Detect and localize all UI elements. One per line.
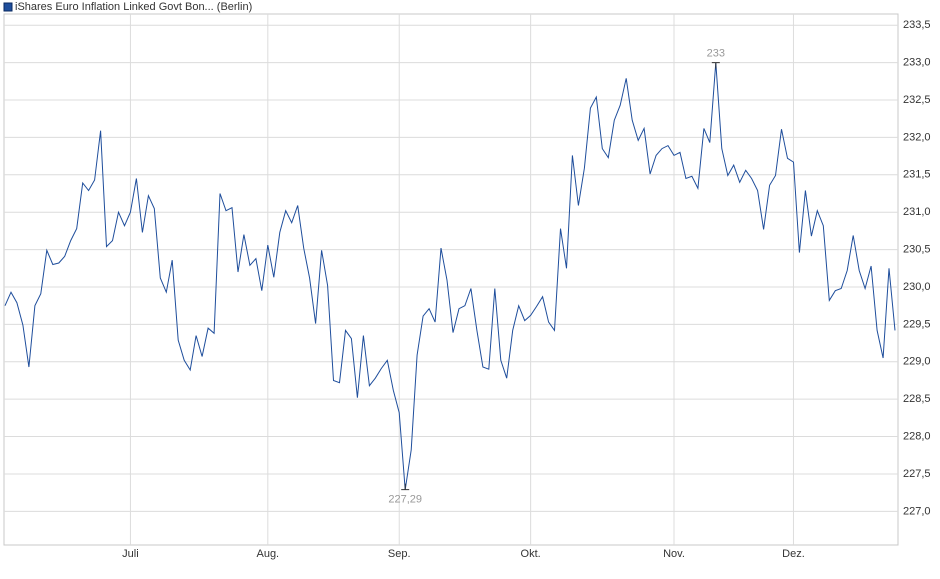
y-tick-label: 230,5 (903, 243, 931, 255)
legend-swatch (3, 2, 13, 12)
extreme-marker (401, 483, 410, 491)
y-tick-label: 227,5 (903, 468, 931, 480)
y-tick-label: 232,5 (903, 94, 931, 106)
y-tick-label: 229,5 (903, 318, 931, 330)
x-tick-label: Okt. (521, 548, 541, 560)
y-tick-label: 228,5 (903, 393, 931, 405)
extreme-marker (711, 62, 720, 69)
legend-label: iShares Euro Inflation Linked Govt Bon..… (15, 1, 252, 13)
x-tick-label: Dez. (782, 548, 805, 560)
x-tick-label: Aug. (256, 548, 279, 560)
annotation: 233 (707, 48, 725, 60)
y-tick-label: 230,0 (903, 281, 931, 293)
y-tick-label: 228,0 (903, 430, 931, 442)
x-tick-label: Juli (122, 548, 139, 560)
x-tick-label: Sep. (388, 548, 411, 560)
y-tick-label: 227,0 (903, 505, 931, 517)
y-tick-label: 232,0 (903, 131, 931, 143)
y-tick-label: 233,5 (903, 19, 931, 31)
y-tick-label: 231,5 (903, 169, 931, 181)
x-tick-label: Nov. (663, 548, 685, 560)
price-line (4, 62, 896, 490)
y-tick-label: 231,0 (903, 206, 931, 218)
y-tick-label: 229,0 (903, 356, 931, 368)
y-tick-label: 233,0 (903, 57, 931, 69)
annotation: 227,29 (388, 494, 422, 506)
plot-frame (3, 13, 899, 546)
